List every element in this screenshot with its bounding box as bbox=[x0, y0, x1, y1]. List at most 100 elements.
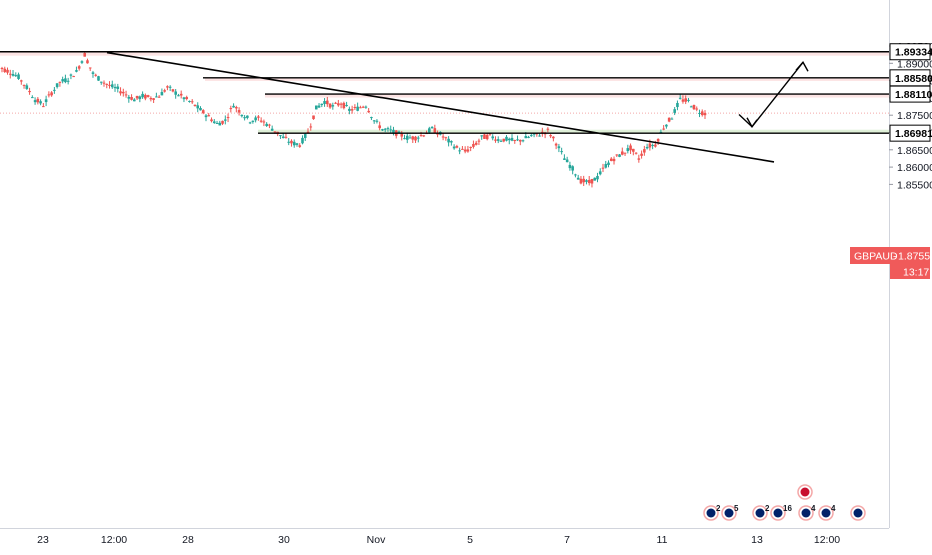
event-icon[interactable]: 4 bbox=[798, 504, 816, 521]
candle-body bbox=[612, 158, 616, 162]
candle-body bbox=[204, 115, 208, 118]
event-icon[interactable] bbox=[850, 505, 866, 521]
candle bbox=[461, 146, 464, 150]
event-icon[interactable]: 4 bbox=[818, 504, 836, 521]
candle-body bbox=[507, 138, 511, 141]
candle-body bbox=[317, 105, 321, 108]
candle-body bbox=[323, 101, 326, 104]
candle-body bbox=[146, 95, 150, 97]
candle bbox=[163, 88, 166, 93]
candle bbox=[339, 102, 343, 109]
time-tick-label: 28 bbox=[182, 534, 194, 546]
candle-body bbox=[127, 96, 131, 99]
drawings-layer[interactable] bbox=[106, 51, 809, 163]
candle-body bbox=[246, 115, 249, 118]
candle-body bbox=[485, 134, 489, 140]
candle-body bbox=[403, 138, 406, 140]
candle bbox=[643, 145, 646, 156]
candle-body bbox=[609, 158, 613, 161]
candle bbox=[69, 73, 73, 80]
event-icon[interactable]: 2 bbox=[703, 504, 721, 521]
price-tick-label: 1.86000 bbox=[897, 162, 932, 174]
candle-body bbox=[207, 115, 211, 117]
time-axis[interactable]: 23 12:00 28 30 Nov 5 7 11 13 12:00 bbox=[37, 534, 840, 546]
candle-body bbox=[483, 134, 486, 139]
candle bbox=[133, 98, 136, 102]
candle-body bbox=[348, 108, 351, 111]
event-icon[interactable]: 16 bbox=[770, 504, 792, 521]
event-icon[interactable] bbox=[797, 484, 813, 500]
candle-body bbox=[149, 97, 153, 100]
candle-body bbox=[499, 140, 503, 142]
candle bbox=[593, 177, 597, 181]
candle bbox=[33, 97, 37, 105]
candle-body bbox=[281, 136, 285, 139]
countdown-badge-bg bbox=[890, 264, 930, 279]
candle-body bbox=[684, 98, 688, 102]
candle bbox=[226, 113, 230, 123]
candle bbox=[53, 86, 56, 94]
candle bbox=[298, 143, 302, 148]
level-label-box bbox=[889, 43, 931, 61]
candle-body bbox=[703, 113, 707, 116]
candle-body bbox=[518, 139, 522, 142]
candle bbox=[144, 93, 147, 101]
event-icon[interactable]: 5 bbox=[721, 504, 739, 521]
arrowhead-up bbox=[795, 61, 809, 72]
candle bbox=[370, 116, 373, 121]
candle bbox=[284, 132, 288, 139]
last-price-prefix: - bbox=[893, 251, 897, 263]
candle bbox=[88, 67, 92, 71]
candle-body bbox=[560, 151, 563, 153]
candle bbox=[640, 150, 643, 159]
countdown-label: 13:17 bbox=[903, 267, 929, 279]
candle-body bbox=[248, 122, 252, 124]
candle-body bbox=[466, 149, 470, 152]
trendline[interactable] bbox=[106, 51, 775, 163]
candle bbox=[491, 134, 495, 141]
candle-body bbox=[389, 129, 393, 131]
event-icon[interactable]: 2 bbox=[752, 504, 770, 521]
candle-body bbox=[31, 97, 34, 99]
candle-body bbox=[312, 115, 315, 120]
candle-body bbox=[345, 105, 348, 107]
levels-layer[interactable] bbox=[0, 51, 889, 134]
candle bbox=[323, 98, 326, 107]
candle bbox=[582, 175, 585, 187]
candle-body bbox=[102, 82, 106, 84]
candle-body bbox=[356, 106, 359, 111]
candle-body bbox=[237, 110, 241, 113]
candle-body bbox=[469, 146, 472, 148]
candle-body bbox=[44, 99, 48, 103]
candle bbox=[66, 77, 70, 85]
candle bbox=[392, 126, 395, 136]
candle-body bbox=[381, 129, 384, 131]
candle bbox=[673, 107, 676, 116]
candle bbox=[190, 99, 194, 104]
time-tick-label: 30 bbox=[278, 534, 290, 546]
candle bbox=[135, 95, 139, 101]
candle-body bbox=[651, 144, 654, 146]
candle-body bbox=[47, 94, 51, 96]
candle-body bbox=[232, 105, 235, 108]
candle bbox=[620, 147, 624, 156]
level-label: 1.88580 bbox=[895, 73, 932, 85]
event-count: 4 bbox=[811, 504, 816, 513]
candle bbox=[598, 168, 602, 176]
candle bbox=[433, 124, 437, 134]
candle-body bbox=[480, 135, 483, 137]
price-tick-label: 1.86500 bbox=[897, 145, 932, 157]
candle-body bbox=[3, 68, 7, 72]
candle bbox=[149, 96, 153, 102]
candle bbox=[480, 135, 483, 140]
candles-layer bbox=[0, 52, 707, 188]
candle-body bbox=[643, 149, 646, 153]
economic-events[interactable]: 2 5 2 16 4 4 bbox=[703, 484, 866, 521]
candle-body bbox=[546, 128, 550, 130]
candle-body bbox=[138, 96, 142, 100]
candle-body bbox=[350, 109, 354, 111]
candle bbox=[651, 143, 654, 150]
candle-body bbox=[585, 180, 588, 182]
